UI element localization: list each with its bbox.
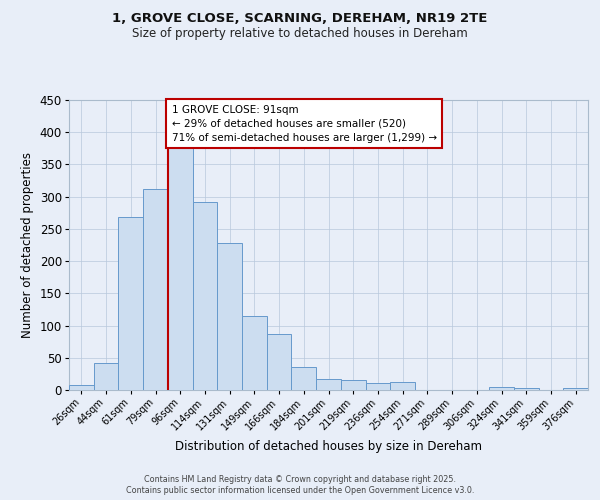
Y-axis label: Number of detached properties: Number of detached properties: [21, 152, 34, 338]
Bar: [341, 380, 365, 390]
Text: 1, GROVE CLOSE, SCARNING, DEREHAM, NR19 2TE: 1, GROVE CLOSE, SCARNING, DEREHAM, NR19 …: [112, 12, 488, 26]
X-axis label: Distribution of detached houses by size in Dereham: Distribution of detached houses by size …: [175, 440, 482, 453]
Bar: [489, 388, 514, 390]
Text: Contains HM Land Registry data © Crown copyright and database right 2025.: Contains HM Land Registry data © Crown c…: [144, 475, 456, 484]
Bar: [193, 202, 217, 390]
Text: Size of property relative to detached houses in Dereham: Size of property relative to detached ho…: [132, 28, 468, 40]
Bar: [168, 148, 193, 390]
Bar: [267, 334, 292, 390]
Bar: [292, 368, 316, 390]
Text: 1 GROVE CLOSE: 91sqm
← 29% of detached houses are smaller (520)
71% of semi-deta: 1 GROVE CLOSE: 91sqm ← 29% of detached h…: [172, 104, 437, 142]
Bar: [242, 316, 267, 390]
Bar: [94, 363, 118, 390]
Bar: [217, 243, 242, 390]
Bar: [563, 388, 588, 390]
Bar: [390, 382, 415, 390]
Bar: [514, 388, 539, 390]
Text: Contains public sector information licensed under the Open Government Licence v3: Contains public sector information licen…: [126, 486, 474, 495]
Bar: [143, 189, 168, 390]
Bar: [118, 218, 143, 390]
Bar: [365, 383, 390, 390]
Bar: [69, 385, 94, 390]
Bar: [316, 379, 341, 390]
